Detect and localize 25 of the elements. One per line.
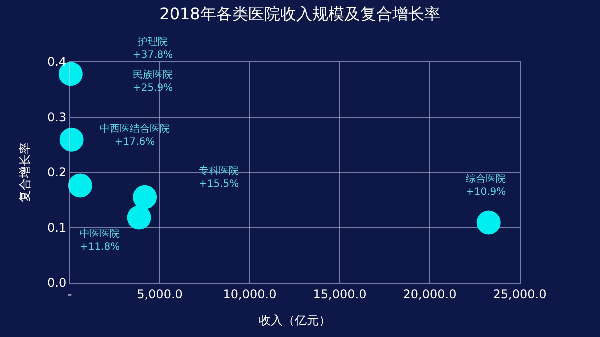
x-tick-label: - bbox=[68, 287, 72, 302]
annotation: 民族医院 +25.9% bbox=[133, 69, 174, 94]
y-tick-label: 0.1 bbox=[48, 220, 67, 235]
point bbox=[476, 210, 501, 235]
y-tick-label: 0.2 bbox=[48, 166, 67, 180]
x-tick-label: 5,000.0 bbox=[137, 287, 183, 302]
x-tick-label: 15,000.0 bbox=[313, 287, 367, 302]
y-tick-label: 0.4 bbox=[48, 55, 67, 70]
text: 护理院 +37.8% bbox=[133, 36, 174, 61]
x-tick-label: 25,000.0 bbox=[493, 287, 547, 302]
point bbox=[68, 174, 92, 198]
annotation: 专科医院 +15.5% bbox=[199, 165, 240, 190]
y-axis-title: 复合增长率 bbox=[18, 142, 32, 202]
x-tick-label: 10,000.0 bbox=[223, 287, 277, 302]
annotation: 综合医院 +10.9% bbox=[466, 173, 506, 198]
y-tick-label: 0.0 bbox=[48, 276, 67, 290]
x-axis-title: 收入（亿元） bbox=[259, 313, 331, 328]
annotation: 中医医院 +11.8% bbox=[80, 228, 120, 253]
point bbox=[133, 185, 158, 210]
y-tick-label: 0.3 bbox=[48, 110, 67, 124]
chart-title: 2018年各类医院收入规模及复合增长率 bbox=[160, 4, 440, 24]
point bbox=[127, 206, 152, 230]
point bbox=[60, 128, 84, 152]
x-tick-label: 20,000.0 bbox=[403, 287, 457, 302]
annotation: 中西医结合医院 +17.6% bbox=[100, 123, 170, 148]
